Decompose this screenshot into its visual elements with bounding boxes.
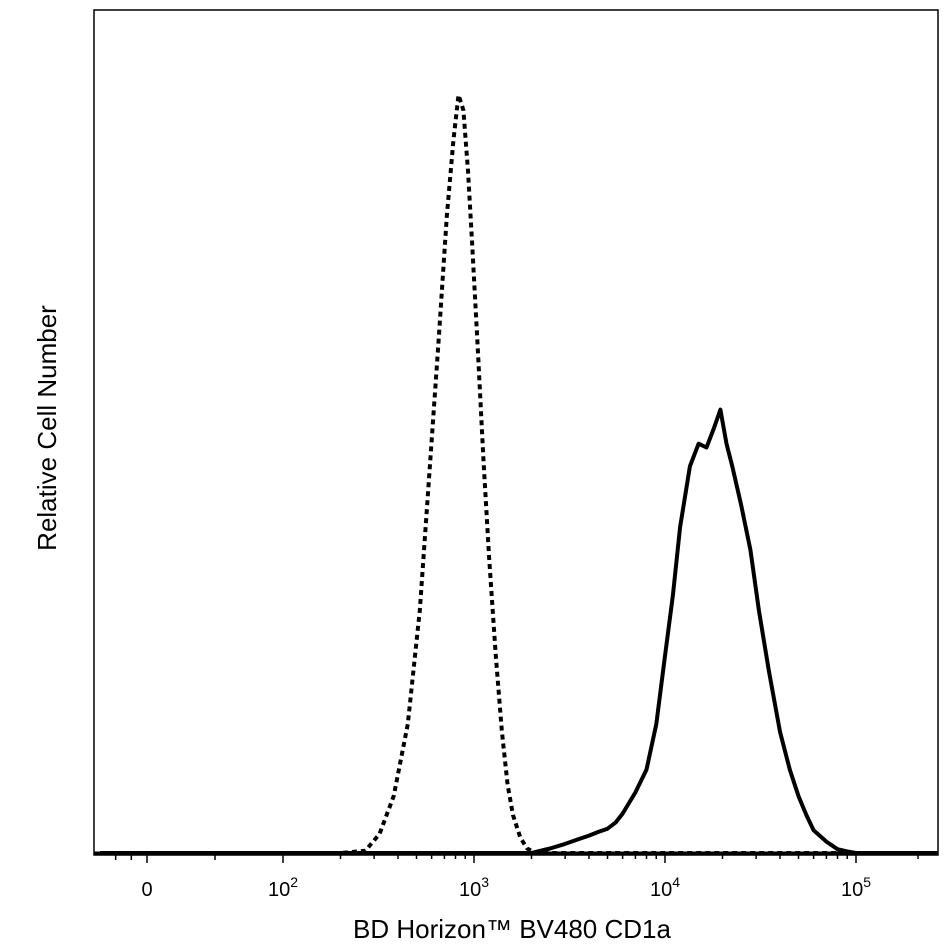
- plot-frame: [93, 9, 939, 856]
- x-tick-label: 104: [650, 874, 680, 901]
- x-axis-title: BD Horizon™ BV480 CD1a: [353, 914, 671, 944]
- x-tick-label: 103: [459, 874, 489, 901]
- x-axis-ticks: [114, 853, 919, 863]
- control-histogram-line: [100, 93, 938, 855]
- y-axis-title: Relative Cell Number: [32, 305, 62, 551]
- x-tick-label: 105: [841, 874, 871, 901]
- x-axis-tick-labels: 0 102 103 104 105: [141, 874, 871, 901]
- histogram-curves: [100, 93, 938, 855]
- x-tick-label: 0: [141, 879, 152, 901]
- stained-histogram-line: [100, 407, 938, 855]
- x-tick-label: 102: [268, 874, 298, 901]
